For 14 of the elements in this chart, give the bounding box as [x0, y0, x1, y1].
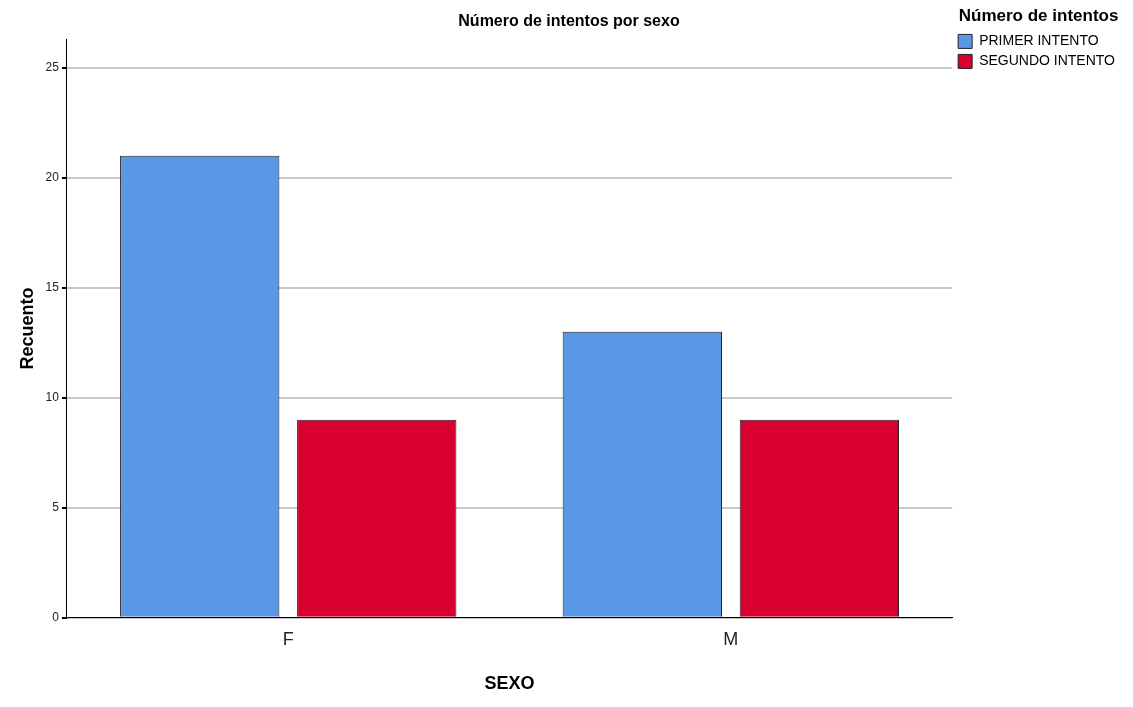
x-axis-title: SEXO: [484, 673, 535, 694]
legend-label: PRIMER INTENTO: [979, 32, 1099, 49]
y-axis-title: Recuento: [16, 287, 37, 370]
chart-title: Número de intentos por sexo: [458, 12, 680, 30]
y-tick-label: 5: [52, 500, 60, 515]
y-tick-label: 15: [45, 280, 60, 295]
y-tick-label: 25: [45, 60, 60, 75]
legend-title: Número de intentos: [958, 6, 1119, 26]
y-tick-label: 0: [52, 610, 60, 625]
y-tick-label: 20: [45, 170, 60, 185]
legend-label: SEGUNDO INTENTO: [979, 52, 1116, 69]
y-tick-label: 10: [45, 390, 60, 405]
x-tick-label: F: [282, 628, 294, 649]
x-tick-label: M: [723, 628, 739, 649]
